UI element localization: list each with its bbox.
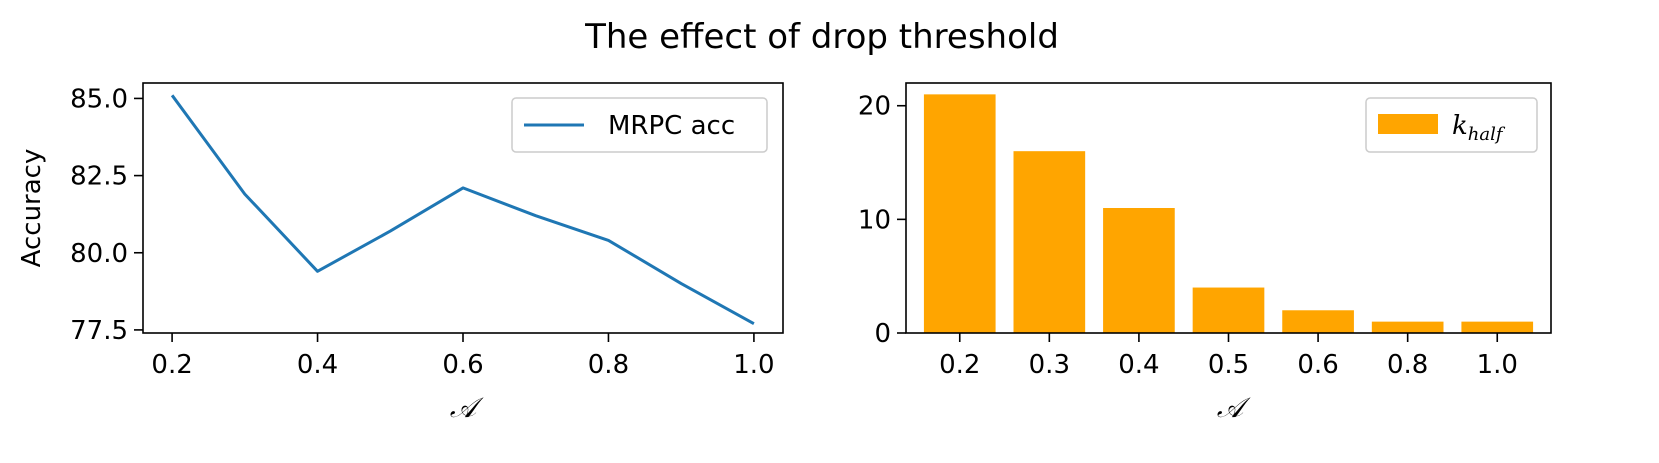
line-chart: 77.5 80.0 82.5 85.0 0.2 0.4 0.6 0.8 1.0 MRPC ac…	[17, 82, 784, 424]
bar-0.2	[923, 94, 996, 333]
bar-0.6	[1282, 310, 1354, 333]
legend-bar-swatch	[1378, 114, 1438, 134]
bar-legend: khalf	[1365, 97, 1538, 153]
x-tick-label: 1.0	[1477, 350, 1518, 380]
line-y-axis-label: Accuracy	[17, 149, 47, 268]
x-tick-label: 0.3	[1029, 350, 1070, 380]
bar-series	[923, 94, 1534, 333]
bar-1.0	[1461, 321, 1534, 333]
x-tick-label: 0.6	[442, 350, 483, 380]
bar-0.5	[1192, 287, 1265, 333]
y-tick-label: 20	[858, 92, 891, 122]
legend-box	[1365, 97, 1538, 153]
bar-0.4	[1103, 208, 1175, 333]
y-tick-label: 82.5	[70, 162, 128, 192]
line-y-axis: 77.5 80.0 82.5 85.0	[70, 84, 143, 346]
y-tick-label: 77.5	[70, 316, 128, 346]
line-x-axis: 0.2 0.4 0.6 0.8 1.0	[151, 333, 775, 380]
bar-chart: 0 10 20 0.2 0.3 0.4 0.5 0.6 0.8 1.0 khalf 𝒜	[858, 82, 1552, 424]
bar-x-axis: 0.2 0.3 0.4 0.5 0.6 0.8 1.0	[939, 333, 1518, 380]
legend-label-k-half: khalf	[1452, 111, 1506, 145]
x-tick-label: 0.4	[1118, 350, 1159, 380]
x-tick-label: 0.5	[1208, 350, 1249, 380]
figure-title: The effect of drop threshold	[584, 17, 1059, 57]
x-tick-label: 0.8	[1387, 350, 1428, 380]
x-tick-label: 0.6	[1297, 350, 1338, 380]
series-line-mrpc-acc	[170, 94, 755, 326]
y-tick-label: 80.0	[70, 239, 128, 269]
x-tick-label: 0.2	[939, 350, 980, 380]
bar-0.8	[1371, 321, 1444, 333]
bar-0.3	[1013, 151, 1086, 333]
y-tick-label: 0	[874, 319, 891, 349]
legend-box	[511, 97, 768, 153]
x-tick-label: 0.8	[588, 350, 629, 380]
y-tick-label: 10	[858, 205, 891, 235]
x-tick-label: 0.4	[297, 350, 338, 380]
bar-x-axis-label: 𝒜	[1217, 391, 1251, 424]
legend-label-mrpc-acc: MRPC acc	[608, 111, 735, 141]
line-x-axis-label: 𝒜	[450, 391, 484, 424]
x-tick-label: 1.0	[733, 350, 774, 380]
x-tick-label: 0.2	[151, 350, 192, 380]
bar-y-axis: 0 10 20	[858, 92, 906, 349]
line-legend: MRPC acc	[511, 97, 768, 153]
y-tick-label: 85.0	[70, 84, 128, 114]
